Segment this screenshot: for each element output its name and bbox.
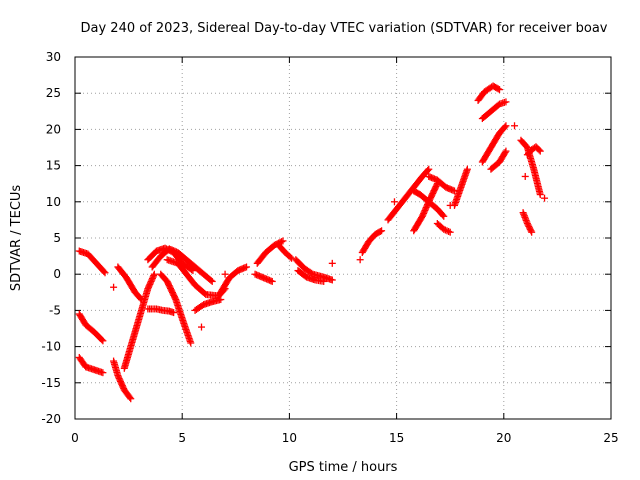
data-point bbox=[441, 226, 449, 234]
data-point bbox=[536, 147, 544, 155]
data-point bbox=[541, 194, 549, 202]
y-tick-label: -20 bbox=[41, 412, 61, 426]
x-tick-label: 10 bbox=[282, 431, 297, 445]
data-point bbox=[356, 256, 364, 264]
y-axis-label: SDTVAR / TECUs bbox=[9, 185, 24, 292]
data-point bbox=[502, 122, 510, 130]
data-point bbox=[527, 227, 535, 235]
data-point bbox=[221, 270, 229, 278]
data-point bbox=[424, 166, 432, 174]
data-point bbox=[446, 228, 454, 236]
data-point bbox=[536, 191, 544, 199]
data-point bbox=[443, 227, 451, 235]
data-point bbox=[446, 201, 454, 209]
data-point bbox=[378, 227, 386, 235]
data-point bbox=[197, 323, 205, 331]
data-point bbox=[502, 98, 510, 106]
x-tick-label: 15 bbox=[389, 431, 404, 445]
y-tick-label: 5 bbox=[53, 231, 61, 245]
y-tick-label: 20 bbox=[46, 122, 61, 136]
data-point bbox=[288, 254, 296, 262]
data-point bbox=[286, 253, 294, 261]
y-tick-label: -10 bbox=[41, 340, 61, 354]
data-point bbox=[494, 85, 502, 93]
y-tick-labels: -20 -15 -10 -5 0 5 10 15 20 25 30 bbox=[41, 50, 61, 426]
chart-title: Day 240 of 2023, Sidereal Day-to-day VTE… bbox=[81, 21, 608, 36]
data-point bbox=[328, 276, 336, 284]
data-point bbox=[501, 148, 509, 156]
plot-frame bbox=[74, 56, 612, 420]
data-point bbox=[99, 369, 107, 377]
data-point bbox=[390, 198, 398, 206]
data-point bbox=[126, 393, 134, 401]
data-point bbox=[439, 211, 447, 219]
y-tick-label: 15 bbox=[46, 159, 61, 173]
data-point bbox=[208, 277, 216, 285]
data-point bbox=[170, 309, 178, 317]
data-point bbox=[521, 172, 529, 180]
data-point bbox=[243, 263, 251, 271]
y-tick-label: -5 bbox=[49, 303, 61, 317]
grid-layer bbox=[75, 57, 611, 419]
data-point bbox=[445, 227, 453, 235]
x-tick-label: 20 bbox=[496, 431, 511, 445]
y-tick-label: 25 bbox=[46, 86, 61, 100]
data-point bbox=[101, 269, 109, 277]
data-points bbox=[75, 82, 549, 403]
x-tick-label: 5 bbox=[178, 431, 186, 445]
data-point bbox=[99, 337, 107, 345]
x-tick-labels: 0 5 10 15 20 25 bbox=[71, 431, 618, 445]
y-tick-label: -15 bbox=[41, 376, 61, 390]
data-point bbox=[187, 339, 195, 347]
data-point bbox=[279, 237, 287, 245]
data-point bbox=[501, 123, 509, 131]
data-point bbox=[268, 277, 276, 285]
data-point bbox=[207, 276, 215, 284]
data-point bbox=[328, 259, 336, 267]
y-tick-label: 0 bbox=[53, 267, 61, 281]
data-point bbox=[463, 165, 471, 173]
data-point bbox=[100, 268, 108, 276]
data-point bbox=[496, 86, 504, 94]
y-tick-label: 10 bbox=[46, 195, 61, 209]
data-point bbox=[127, 395, 135, 403]
data-point bbox=[535, 146, 543, 154]
data-point bbox=[511, 122, 519, 130]
data-point bbox=[502, 147, 510, 155]
x-tick-label: 25 bbox=[603, 431, 618, 445]
data-point bbox=[98, 336, 106, 344]
data-point bbox=[528, 228, 536, 236]
y-tick-label: 30 bbox=[46, 50, 61, 64]
x-tick-label: 0 bbox=[71, 431, 79, 445]
x-axis-label: GPS time / hours bbox=[289, 460, 398, 475]
data-point bbox=[278, 238, 286, 246]
data-point bbox=[150, 270, 158, 278]
data-point bbox=[440, 212, 448, 220]
data-point bbox=[110, 283, 118, 291]
data-point bbox=[425, 165, 433, 173]
data-point bbox=[217, 296, 225, 304]
data-point bbox=[440, 225, 448, 233]
data-point bbox=[376, 227, 384, 235]
data-point bbox=[320, 277, 328, 285]
